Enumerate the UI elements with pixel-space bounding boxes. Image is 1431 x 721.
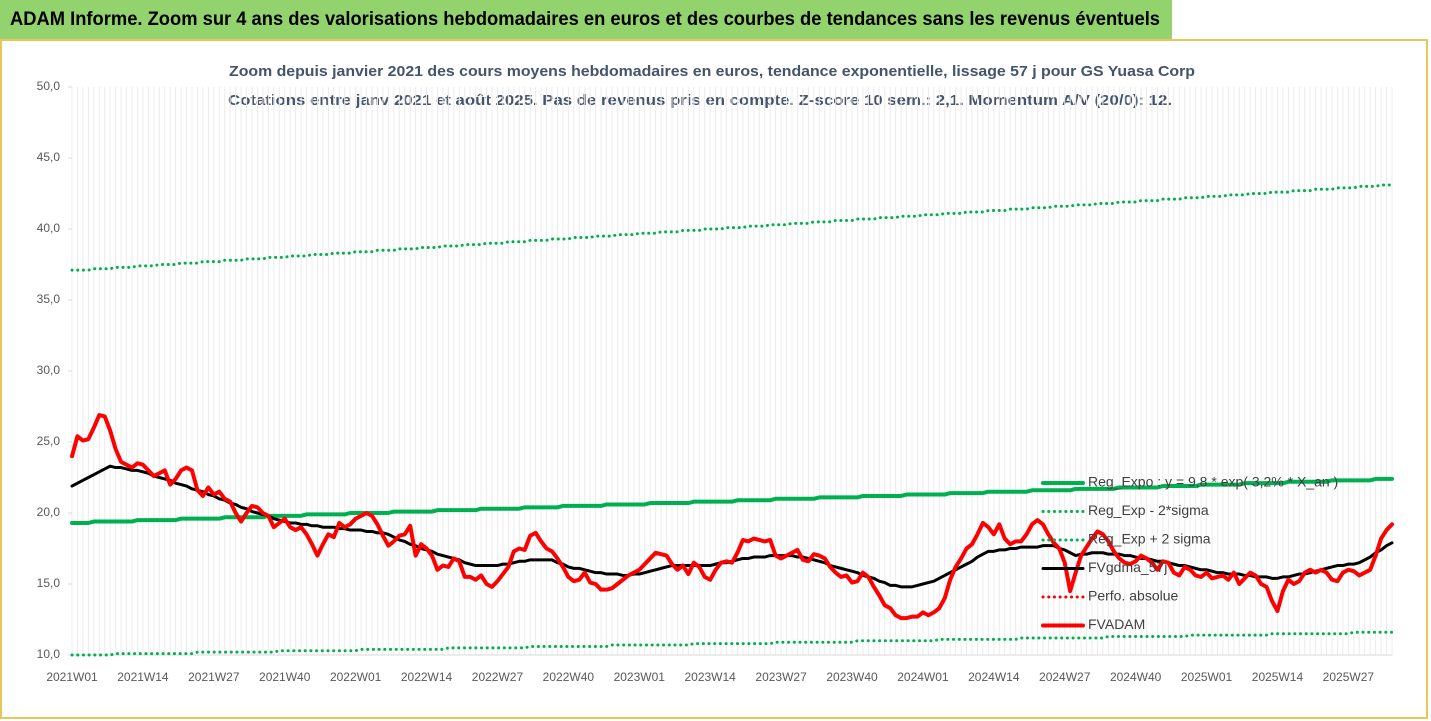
y-tick-label: 45,0 (37, 150, 61, 164)
y-tick-label: 20,0 (37, 505, 61, 519)
x-tick-label: 2023W14 (684, 670, 736, 684)
x-tick-label: 2022W27 (472, 670, 524, 684)
series-line (70, 476, 1394, 525)
y-tick-label: 25,0 (37, 434, 61, 448)
x-tick-label: 2024W14 (968, 670, 1020, 684)
legend-label: Reg_Expo : y = 9,8 * exp( 3,2% * X_an ) (1088, 474, 1338, 490)
y-tick-label: 35,0 (37, 292, 61, 306)
banner-background (0, 0, 1172, 39)
x-tick-label: 2022W01 (330, 670, 382, 684)
chart-subtitle: Cotations entre janv 2021 et août 2025. … (228, 92, 1172, 109)
series-line (70, 183, 1394, 272)
y-tick-label: 15,0 (37, 576, 61, 590)
x-tick-label: 2023W27 (755, 670, 807, 684)
x-tick-label: 2024W27 (1039, 670, 1091, 684)
y-tick-label: 40,0 (37, 221, 61, 235)
x-tick-label: 2021W27 (188, 670, 240, 684)
grid: 2021W01 2021W14 2021W27 2021W40 2022W01 2022W… (37, 79, 1393, 684)
legend-label: FVADAM (1088, 616, 1145, 632)
legend-label: Perfo. absolue (1088, 588, 1178, 604)
legend: Reg_Expo : y = 9,8 * exp( 3,2% * X_an ) R… (1041, 474, 1338, 632)
legend-label: FVgdma_57j (1088, 559, 1167, 575)
x-tick-label: 2024W40 (1110, 670, 1162, 684)
x-tick-label: 2022W40 (543, 670, 595, 684)
banner-title: ADAM Informe. Zoom sur 4 ans des valoris… (10, 9, 1160, 30)
x-tick-label: 2025W27 (1323, 670, 1375, 684)
x-tick-label: 2025W01 (1181, 670, 1233, 684)
y-tick-label: 30,0 (37, 363, 61, 377)
legend-label: Reg_Exp - 2*sigma (1088, 502, 1209, 518)
y-tick-label: 50,0 (37, 79, 61, 93)
x-tick-label: 2024W01 (897, 670, 949, 684)
x-tick-label: 2025W14 (1252, 670, 1304, 684)
x-tick-label: 2021W40 (259, 670, 311, 684)
legend-label: Reg_Exp + 2 sigma (1088, 531, 1211, 547)
chart-title: Zoom depuis janvier 2021 des cours moyen… (229, 63, 1195, 80)
x-tick-label: 2021W14 (117, 670, 169, 684)
plot-area (70, 183, 1394, 657)
x-tick-label: 2023W40 (826, 670, 878, 684)
y-tick-label: 10,0 (37, 647, 61, 661)
chart-frame (0, 39, 1428, 719)
x-tick-label: 2022W14 (401, 670, 453, 684)
x-tick-label: 2023W01 (614, 670, 666, 684)
series-line (70, 413, 1394, 621)
x-tick-label: 2021W01 (46, 670, 98, 684)
series-line (70, 630, 1394, 657)
